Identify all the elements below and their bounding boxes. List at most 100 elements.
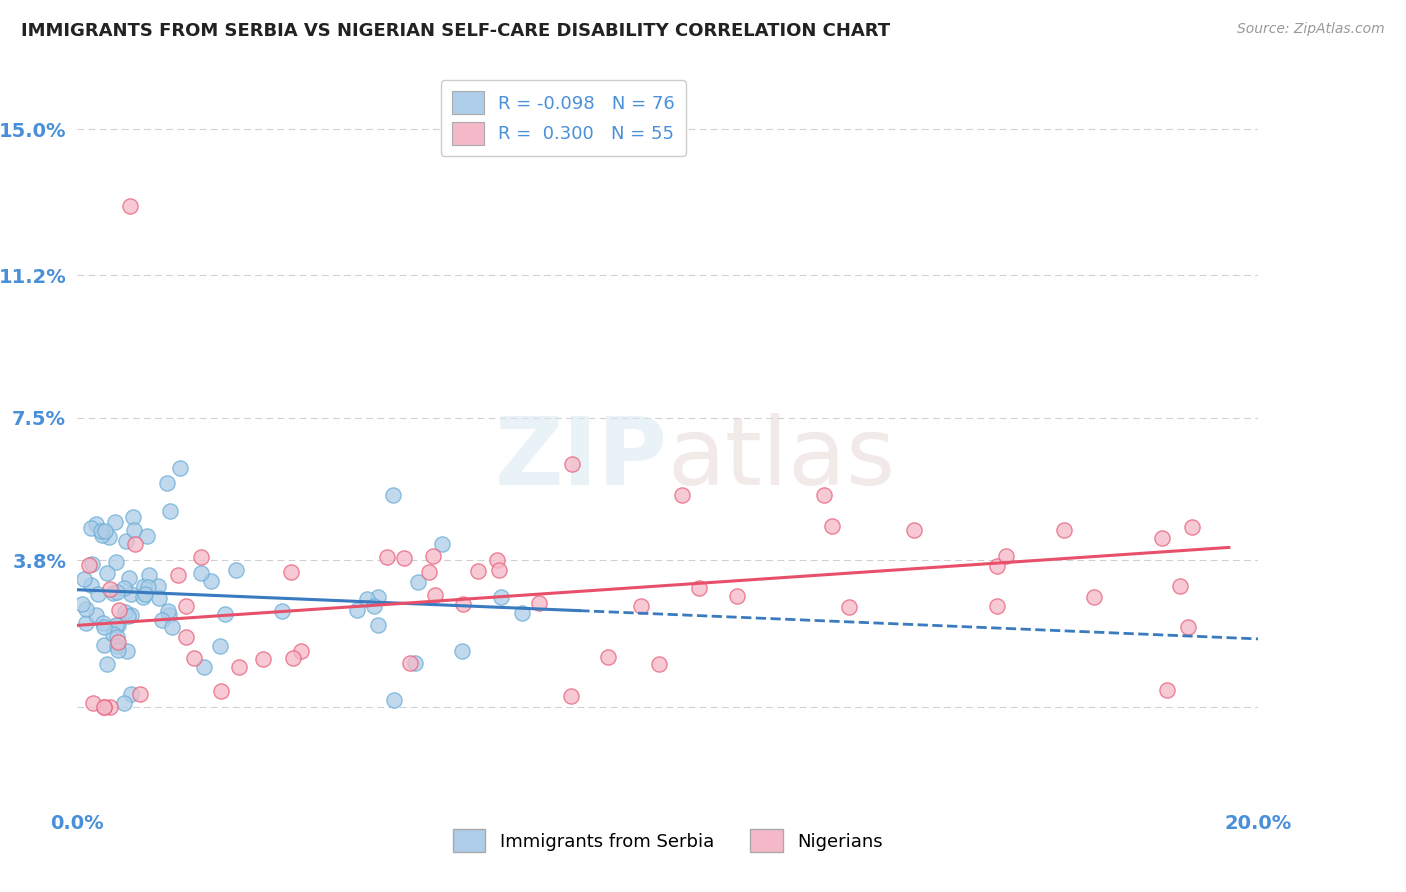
Point <box>124 537 146 551</box>
Point <box>167 567 190 582</box>
Point <box>270 604 292 618</box>
Point <box>209 683 232 698</box>
Point <box>159 504 181 518</box>
Point <box>174 630 197 644</box>
Point <box>98 582 121 596</box>
Point <box>367 617 389 632</box>
Point <box>107 635 129 649</box>
Point <box>367 591 389 605</box>
Point <box>104 515 127 529</box>
Point <box>561 457 583 471</box>
Point <box>87 587 110 601</box>
Point <box>190 566 212 580</box>
Point <box>193 660 215 674</box>
Point <box>138 568 160 582</box>
Point <box>986 599 1008 613</box>
Point <box>169 461 191 475</box>
Point <box>1177 620 1199 634</box>
Point <box>346 603 368 617</box>
Point <box>648 657 671 671</box>
Point <box>108 603 131 617</box>
Point <box>105 584 128 599</box>
Point <box>91 528 114 542</box>
Point <box>73 572 96 586</box>
Point <box>423 589 446 603</box>
Point <box>91 616 114 631</box>
Text: ZIP: ZIP <box>495 413 668 505</box>
Point <box>1053 523 1076 537</box>
Point <box>132 590 155 604</box>
Point <box>118 571 141 585</box>
Point <box>489 591 512 605</box>
Point <box>688 581 710 595</box>
Point <box>1152 531 1174 545</box>
Point <box>107 643 129 657</box>
Point <box>200 574 222 588</box>
Point <box>157 607 180 622</box>
Point <box>356 591 378 606</box>
Point <box>162 620 184 634</box>
Legend: Immigrants from Serbia, Nigerians: Immigrants from Serbia, Nigerians <box>446 822 890 860</box>
Point <box>93 699 115 714</box>
Point <box>93 699 115 714</box>
Point <box>394 551 416 566</box>
Point <box>382 488 405 502</box>
Point <box>93 638 115 652</box>
Point <box>404 656 426 670</box>
Point <box>70 597 93 611</box>
Point <box>488 563 510 577</box>
Point <box>190 549 212 564</box>
Point <box>382 693 405 707</box>
Point <box>1083 590 1105 604</box>
Point <box>80 578 103 592</box>
Point <box>252 652 274 666</box>
Point <box>134 587 156 601</box>
Point <box>813 488 835 502</box>
Point <box>375 549 398 564</box>
Point <box>128 687 150 701</box>
Point <box>75 602 97 616</box>
Point <box>112 581 135 595</box>
Point <box>107 618 129 632</box>
Point <box>148 591 170 605</box>
Point <box>174 599 197 613</box>
Point <box>560 689 582 703</box>
Point <box>96 657 118 671</box>
Point <box>406 574 429 589</box>
Point <box>134 579 156 593</box>
Point <box>418 566 440 580</box>
Point <box>363 599 385 613</box>
Point <box>157 604 180 618</box>
Point <box>112 696 135 710</box>
Point <box>228 660 250 674</box>
Point <box>903 523 925 537</box>
Point <box>486 552 509 566</box>
Point <box>101 627 124 641</box>
Point <box>120 687 142 701</box>
Point <box>671 488 693 502</box>
Point <box>1168 578 1191 592</box>
Point <box>280 565 302 579</box>
Point <box>150 613 173 627</box>
Point <box>84 607 107 622</box>
Point <box>821 519 844 533</box>
Point <box>77 558 100 573</box>
Point <box>120 587 142 601</box>
Point <box>148 579 170 593</box>
Point <box>512 607 534 621</box>
Point <box>115 643 138 657</box>
Point <box>422 549 444 564</box>
Point <box>1181 520 1204 534</box>
Point <box>290 644 312 658</box>
Point <box>104 618 127 632</box>
Point <box>451 643 474 657</box>
Point <box>84 516 107 531</box>
Point <box>630 599 652 614</box>
Point <box>1156 683 1178 698</box>
Point <box>98 530 121 544</box>
Point <box>122 509 145 524</box>
Point <box>725 589 748 603</box>
Point <box>93 620 115 634</box>
Point <box>120 608 142 623</box>
Point <box>105 555 128 569</box>
